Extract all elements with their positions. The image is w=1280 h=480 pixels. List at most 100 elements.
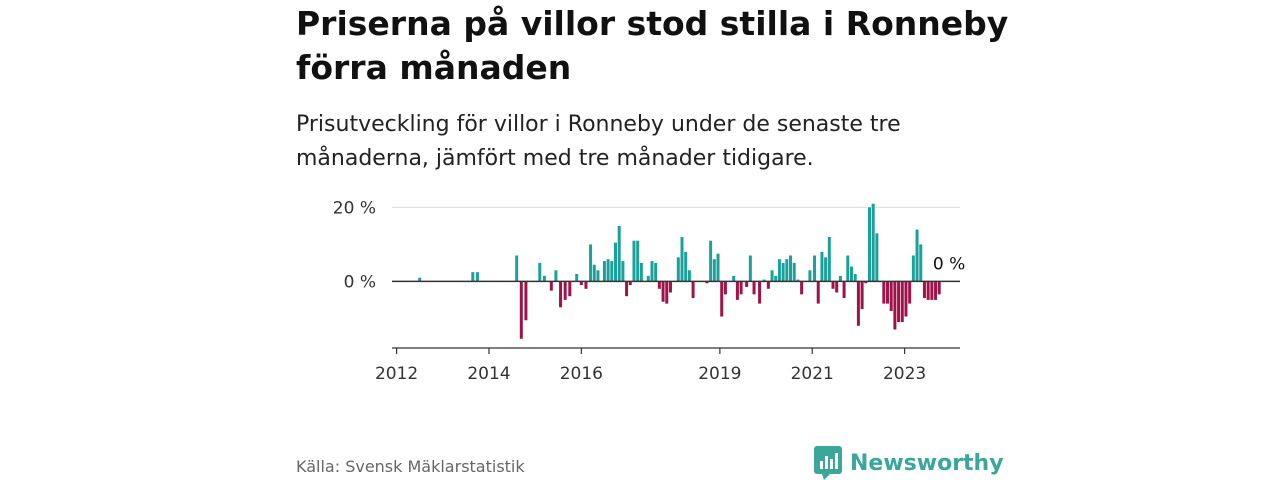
- bar: [926, 281, 930, 300]
- bar: [596, 270, 600, 282]
- bar: [549, 281, 553, 291]
- bar: [680, 237, 684, 282]
- bar: [716, 253, 720, 282]
- bar: [584, 281, 588, 289]
- bar: [589, 244, 593, 282]
- bar: [838, 275, 842, 282]
- bar: [752, 281, 756, 295]
- bar: [709, 240, 713, 282]
- bar: [610, 261, 614, 282]
- bar: [554, 270, 558, 282]
- bar: [827, 237, 831, 282]
- bar: [842, 281, 846, 299]
- bar: [621, 261, 625, 282]
- bar: [739, 281, 743, 295]
- brand-name: Newsworthy: [850, 450, 1004, 476]
- bar: [665, 281, 669, 304]
- bar: [568, 281, 572, 297]
- bar: [538, 262, 542, 282]
- bar: [856, 281, 860, 326]
- bar: [774, 275, 778, 282]
- bar: [835, 281, 839, 293]
- bar: [617, 225, 621, 282]
- bar: [900, 281, 904, 323]
- bar: [650, 261, 654, 282]
- bar: [614, 242, 618, 282]
- bar: [748, 255, 752, 282]
- bar: [816, 281, 820, 304]
- last-value-label: 0 %: [933, 254, 965, 274]
- y-tick-label: 20 %: [333, 198, 376, 218]
- bar: [712, 259, 716, 282]
- bar: [846, 255, 850, 282]
- bar: [758, 281, 762, 304]
- x-tick-label: 2012: [375, 364, 418, 384]
- bar: [781, 262, 785, 282]
- bar: [684, 251, 688, 282]
- bar: [849, 266, 853, 282]
- bar: [864, 281, 868, 284]
- bar: [542, 275, 546, 282]
- newsworthy-logo-icon: [814, 446, 842, 480]
- bar: [770, 270, 774, 282]
- bar: [897, 281, 901, 323]
- bar: [661, 281, 665, 302]
- bar: [796, 279, 800, 282]
- x-tick-label: 2021: [791, 364, 834, 384]
- bar: [720, 281, 724, 317]
- bar: [625, 281, 629, 297]
- bar: [813, 255, 817, 282]
- bar: [915, 229, 919, 282]
- chart-subtitle: Prisutveckling för villor i Ronneby unde…: [296, 112, 901, 171]
- bar: [808, 270, 812, 282]
- bar: [766, 281, 770, 289]
- bar: [646, 275, 650, 282]
- bar: [418, 277, 422, 282]
- bar: [831, 281, 835, 289]
- bar: [785, 259, 789, 282]
- bar: [668, 281, 672, 293]
- bar: [592, 264, 596, 282]
- bar: [919, 244, 923, 282]
- bar: [885, 281, 889, 304]
- bar: [867, 207, 871, 282]
- bar: [687, 270, 691, 282]
- bar: [471, 272, 475, 282]
- bar: [908, 281, 912, 304]
- bar: [632, 240, 636, 282]
- bar: [575, 274, 579, 282]
- bar: [871, 203, 875, 282]
- chart-title: Priserna på villor stod stilla i Ronneby…: [296, 4, 1009, 87]
- bar: [705, 281, 709, 284]
- bar: [628, 281, 632, 286]
- bar: [860, 281, 864, 310]
- bar: [904, 281, 908, 317]
- bar: [889, 281, 893, 311]
- bar: [930, 281, 934, 300]
- source-note: Källa: Svensk Mäklarstatistik: [296, 457, 525, 476]
- bar: [745, 281, 749, 287]
- bar: [723, 281, 727, 295]
- bar: [602, 261, 606, 282]
- bar: [636, 240, 640, 282]
- y-tick-label: 0 %: [344, 272, 376, 292]
- bar: [475, 272, 479, 282]
- bar: [515, 255, 519, 282]
- bar: [654, 262, 658, 282]
- bar: [676, 257, 680, 282]
- brand-logo: Newsworthy: [814, 446, 1004, 480]
- bar: [691, 281, 695, 299]
- bar: [735, 281, 739, 300]
- bar: [824, 257, 828, 282]
- bar: [559, 281, 563, 308]
- bar: [777, 259, 781, 282]
- bar: [893, 281, 897, 330]
- bar: [882, 281, 886, 304]
- bar-chart: 0 % 20 % 2012 2014 2016 2019 2021 2023 0 %: [333, 198, 965, 384]
- bar: [606, 259, 610, 282]
- bar: [563, 281, 567, 300]
- bar: [934, 281, 938, 300]
- x-tick-label: 2019: [698, 364, 741, 384]
- bar: [875, 233, 879, 282]
- bar: [519, 281, 523, 339]
